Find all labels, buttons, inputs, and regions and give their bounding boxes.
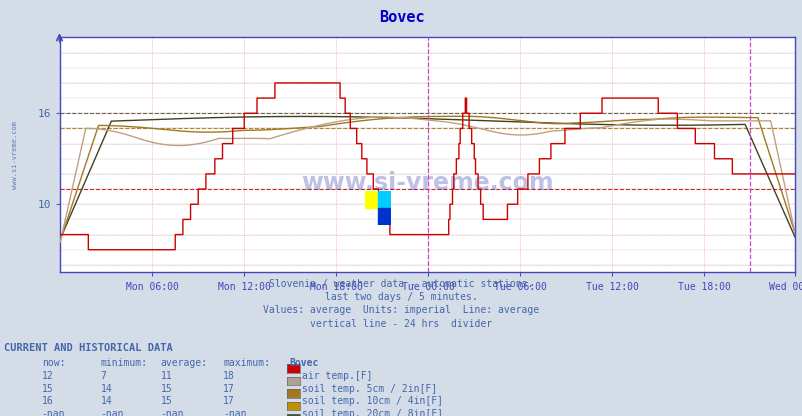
Text: 16: 16 <box>42 396 54 406</box>
Text: -nan: -nan <box>42 409 65 416</box>
Text: soil temp. 20cm / 8in[F]: soil temp. 20cm / 8in[F] <box>302 409 443 416</box>
Text: Bovec: Bovec <box>379 10 423 25</box>
Text: -nan: -nan <box>223 409 246 416</box>
Text: 7: 7 <box>100 371 106 381</box>
Text: now:: now: <box>42 358 65 368</box>
Text: Values: average  Units: imperial  Line: average: Values: average Units: imperial Line: av… <box>263 305 539 315</box>
Text: air temp.[F]: air temp.[F] <box>302 371 372 381</box>
Text: 17: 17 <box>223 384 235 394</box>
Text: 11: 11 <box>160 371 172 381</box>
Text: minimum:: minimum: <box>100 358 148 368</box>
Text: last two days / 5 minutes.: last two days / 5 minutes. <box>325 292 477 302</box>
Text: 14: 14 <box>100 384 112 394</box>
Text: 17: 17 <box>223 396 235 406</box>
Text: Slovenia / weather data - automatic stations.: Slovenia / weather data - automatic stat… <box>269 279 533 289</box>
Text: soil temp. 5cm / 2in[F]: soil temp. 5cm / 2in[F] <box>302 384 436 394</box>
Text: www.si-vreme.com: www.si-vreme.com <box>12 121 18 189</box>
Text: soil temp. 10cm / 4in[F]: soil temp. 10cm / 4in[F] <box>302 396 443 406</box>
Text: vertical line - 24 hrs  divider: vertical line - 24 hrs divider <box>310 319 492 329</box>
Text: 14: 14 <box>100 396 112 406</box>
Bar <box>365 191 378 208</box>
Text: maximum:: maximum: <box>223 358 270 368</box>
Text: Bovec: Bovec <box>289 358 318 368</box>
Text: 15: 15 <box>42 384 54 394</box>
Text: -nan: -nan <box>160 409 184 416</box>
Bar <box>378 191 391 208</box>
Text: average:: average: <box>160 358 208 368</box>
Text: -nan: -nan <box>100 409 124 416</box>
Text: www.si-vreme.com: www.si-vreme.com <box>301 171 553 195</box>
Bar <box>378 208 391 225</box>
Text: 12: 12 <box>42 371 54 381</box>
Text: 15: 15 <box>160 384 172 394</box>
Text: 15: 15 <box>160 396 172 406</box>
Text: CURRENT AND HISTORICAL DATA: CURRENT AND HISTORICAL DATA <box>4 343 172 353</box>
Text: 18: 18 <box>223 371 235 381</box>
